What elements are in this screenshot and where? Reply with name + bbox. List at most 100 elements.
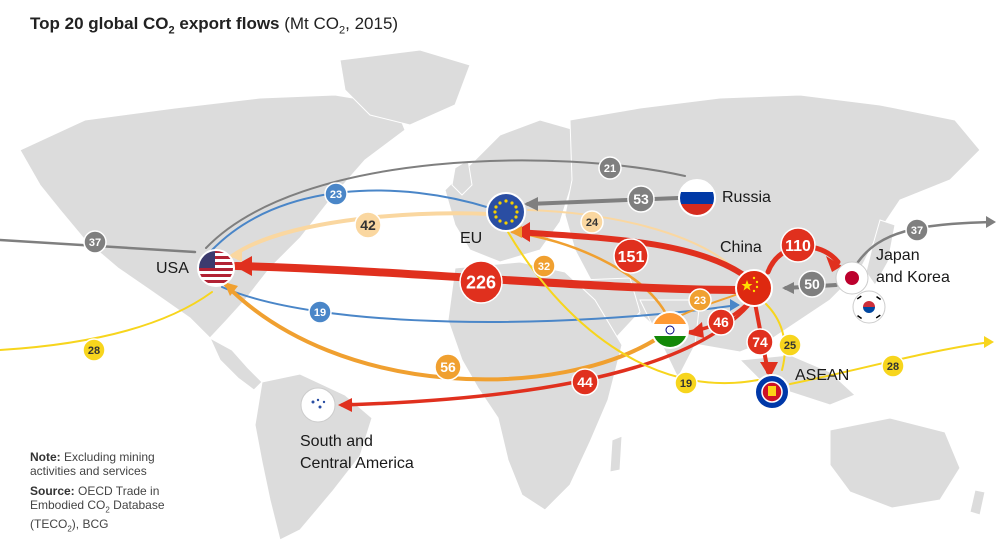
usa-flag <box>197 249 235 287</box>
arrowhead-out-37 <box>986 216 996 228</box>
flow-badge-110-circle <box>780 227 816 263</box>
flow-badge-28-circle <box>881 354 905 378</box>
sca-marker <box>300 387 336 423</box>
arrowhead-eu-32 <box>510 226 522 238</box>
asean-flag <box>754 374 790 410</box>
flow-value-24: 24 <box>586 217 599 229</box>
flow-value-74: 74 <box>752 334 768 350</box>
region-label-japan-korea-line2: and Korea <box>876 269 950 286</box>
region-label-japan-korea: Japan and Korea <box>876 245 950 289</box>
flow-badge-226-circle <box>459 260 503 304</box>
flow-value-37: 37 <box>89 237 101 249</box>
flow-badge-56-circle <box>434 353 462 381</box>
region-label-sca: South and Central America <box>300 431 414 475</box>
flow-arrowheads <box>224 197 996 412</box>
arrowhead-usa-42 <box>230 250 242 262</box>
arrowhead-eu-53 <box>524 197 538 211</box>
flow-badge-28-circle <box>82 338 106 362</box>
flow-badge-151-circle <box>613 238 649 274</box>
flow-value-28: 28 <box>88 345 100 357</box>
source-line2-part2: Database <box>109 498 165 512</box>
flow-badge-23-circle <box>688 288 712 312</box>
note-text-line2: activities and services <box>30 464 147 478</box>
land-masses <box>19 49 986 541</box>
flow-value-42: 42 <box>360 217 376 233</box>
region-label-usa: USA <box>156 260 189 277</box>
title-main-part2: export flows <box>174 14 280 33</box>
flow-badge-21-circle <box>598 156 622 180</box>
north-america-land <box>19 94 406 339</box>
flow-value-23: 23 <box>330 189 342 201</box>
flow-value-226: 226 <box>466 272 496 292</box>
flow-value-151: 151 <box>618 249 645 266</box>
south-america-land <box>254 373 373 541</box>
map-title: Top 20 global CO2 export flows (Mt CO2, … <box>30 14 398 36</box>
flow-value-53: 53 <box>633 191 649 207</box>
flow-value-44: 44 <box>577 374 593 390</box>
flow-badge-23-circle <box>324 182 348 206</box>
flow-badge-19-circle <box>674 371 698 395</box>
flow-badge-46-circle <box>707 308 735 336</box>
region-label-eu: EU <box>460 230 483 247</box>
new-zealand-land <box>969 489 986 516</box>
note-label: Note: <box>30 450 61 464</box>
flow-badge-24-circle <box>580 210 604 234</box>
flow-badge-74-circle <box>746 328 774 356</box>
title-unit-part2: , 2015) <box>345 14 399 33</box>
flow-line-into-usa-28 <box>0 291 213 351</box>
title-main-part1: Top 20 global CO <box>30 14 169 33</box>
korea-flag <box>852 290 886 324</box>
footnotes: Note: Excluding mining activities and ser… <box>30 450 165 543</box>
note-text-line1: Excluding mining <box>60 450 155 464</box>
flow-line-russia-usa <box>205 159 686 249</box>
flow-value-25: 25 <box>784 340 796 352</box>
flow-badge-19-circle <box>308 300 332 324</box>
flow-badge-32-circle <box>532 254 556 278</box>
source-label: Source: <box>30 484 75 498</box>
india-flag <box>651 311 689 349</box>
arrowhead-india-46 <box>688 322 704 338</box>
region-label-sca-line2: Central America <box>300 455 414 472</box>
arrowhead-asean-74 <box>760 362 778 378</box>
title-main-sub: 2 <box>168 24 175 37</box>
arrowhead-china-19 <box>730 299 740 311</box>
arrowhead-out-28 <box>984 336 994 348</box>
russia-flag <box>678 179 716 217</box>
flow-value-37: 37 <box>911 225 923 237</box>
flow-value-28: 28 <box>887 361 899 373</box>
flow-badge-25-circle <box>778 333 802 357</box>
source-line1: OECD Trade in <box>74 484 160 498</box>
flow-line-asean-eu-19 <box>507 231 759 385</box>
title-main: Top 20 global CO2 export flows <box>30 14 280 37</box>
japan-flag <box>835 261 869 295</box>
source-text: Source: OECD Trade in Embodied CO2 Databa… <box>30 484 165 537</box>
source-line2-part1: Embodied CO <box>30 498 106 512</box>
source-line3-part2: ), BCG <box>71 517 109 532</box>
flow-badge-53-circle <box>627 185 655 213</box>
title-unit: (Mt CO2, 2015) <box>279 14 399 37</box>
flow-badge-44-circle <box>571 368 599 396</box>
region-label-china: China <box>720 239 762 256</box>
note-text: Note: Excluding mining activities and ser… <box>30 450 165 478</box>
title-unit-part1: (Mt CO <box>279 14 340 33</box>
arrowhead-usa-226 <box>234 256 252 276</box>
region-label-russia: Russia <box>722 189 771 206</box>
source-line3-sub: 2 <box>67 524 72 534</box>
flow-value-56: 56 <box>440 359 456 375</box>
arrowhead-usa-56 <box>224 282 238 296</box>
flow-value-19: 19 <box>314 307 326 319</box>
title-unit-sub: 2 <box>339 24 346 37</box>
flow-value-19: 19 <box>680 378 692 390</box>
source-line2-sub: 2 <box>105 505 110 515</box>
flow-badge-37-circle <box>905 218 929 242</box>
flow-value-21: 21 <box>604 163 616 175</box>
madagascar-land <box>609 435 623 473</box>
flow-badge-50-circle <box>798 270 826 298</box>
flow-value-46: 46 <box>713 314 729 330</box>
flow-line-japan-out-37 <box>856 220 994 264</box>
flow-value-23: 23 <box>694 295 706 307</box>
arrowhead-japan-110 <box>826 256 842 272</box>
china-flag <box>735 269 773 307</box>
flow-badge-42-circle <box>354 211 382 239</box>
